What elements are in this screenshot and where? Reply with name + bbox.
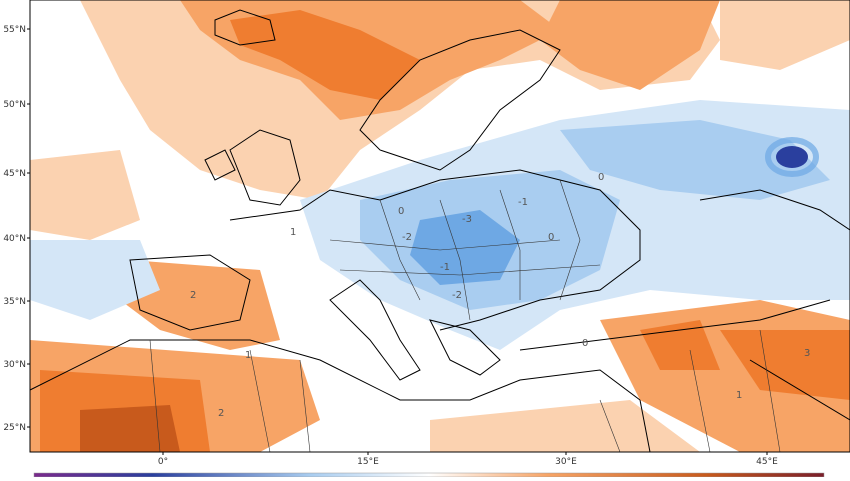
contour-label: -2 — [452, 290, 462, 301]
latitude-labels: 55°N 50°N 45°N 40°N 35°N 30°N 25°N — [3, 25, 26, 433]
contour-label: -1 — [518, 197, 528, 208]
colorbar — [33, 472, 825, 478]
contour-label: 2 — [218, 408, 224, 419]
lat-label: 30°N — [3, 360, 26, 370]
longitude-labels: 0° 15°E 30°E 45°E — [158, 457, 778, 467]
lat-label: 45°N — [3, 169, 26, 179]
latitude-ticks — [27, 28, 30, 428]
contour-label: 2 — [190, 290, 196, 301]
contour-label: 0 — [582, 338, 588, 349]
lat-label: 55°N — [3, 25, 26, 35]
warm-anomaly-regions — [30, 0, 850, 452]
contour-label: -2 — [402, 232, 412, 243]
lat-label: 25°N — [3, 423, 26, 433]
longitude-ticks — [162, 452, 768, 455]
lon-label: 30°E — [555, 457, 577, 467]
lat-label: 50°N — [3, 100, 26, 110]
lon-label: 15°E — [357, 457, 379, 467]
contour-label: 1 — [290, 227, 296, 238]
contour-label: -3 — [462, 214, 472, 225]
lon-label: 45°E — [756, 457, 778, 467]
lat-label: 35°N — [3, 297, 26, 307]
cold-spot — [776, 146, 808, 168]
lat-label: 40°N — [3, 234, 26, 244]
map-border — [29, 0, 850, 453]
contour-label: 0 — [548, 232, 554, 243]
contour-label: 0 — [398, 206, 404, 217]
contour-label: 1 — [245, 350, 251, 361]
country-borders — [149, 179, 781, 453]
contour-label: 0 — [598, 172, 604, 183]
contour-label: 1 — [736, 390, 742, 401]
contour-labels: 1 0 -1 -2 -3 2 3 0 -1 0 1 0 -2 2 1 — [190, 172, 810, 419]
lon-label: 0° — [158, 457, 168, 467]
contour-label: 3 — [804, 348, 810, 359]
contour-label: -1 — [440, 262, 450, 273]
